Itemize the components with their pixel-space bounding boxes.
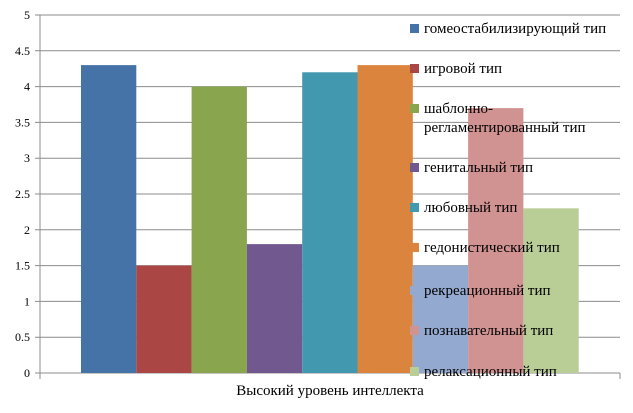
legend-label: гомеостабилизирующий тип <box>424 21 606 37</box>
y-tick-label: 2.5 <box>15 187 30 201</box>
legend-swatch <box>410 286 419 295</box>
y-tick-label: 2 <box>24 223 30 237</box>
y-tick-label: 4 <box>24 80 30 94</box>
bar-2 <box>136 265 192 373</box>
legend-item: гомеостабилизирующий тип <box>410 21 606 37</box>
legend-swatch <box>410 243 419 252</box>
legend-swatch <box>410 163 419 172</box>
bar-1 <box>81 65 137 374</box>
legend-label: регламентированный тип <box>424 120 586 136</box>
legend-item: игровой тип <box>410 61 502 77</box>
legend-label: рекреационный тип <box>424 283 551 299</box>
legend-item: генитальный тип <box>410 160 533 176</box>
bar-3 <box>191 86 247 373</box>
legend-item: любовный тип <box>410 200 517 216</box>
legend-item: шаблонно-регламентированный тип <box>410 101 586 136</box>
legend-item: релаксационный тип <box>410 364 557 380</box>
legend-label: познавательный тип <box>424 323 553 339</box>
legend-item: рекреационный тип <box>410 283 551 299</box>
bar-4 <box>246 244 303 373</box>
legend-label: игровой тип <box>424 61 502 77</box>
legend-swatch <box>410 203 419 212</box>
legend-swatch <box>410 24 419 33</box>
y-tick-label: 3 <box>24 151 30 165</box>
y-tick-label: 4.5 <box>15 44 30 58</box>
legend-swatch <box>410 64 419 73</box>
bar-9 <box>523 208 579 373</box>
legend-label: гедонистический тип <box>424 240 560 256</box>
legend-swatch <box>410 104 419 113</box>
legend-swatch <box>410 367 419 376</box>
bar-5 <box>302 72 358 373</box>
legend-label: генитальный тип <box>424 160 533 176</box>
y-tick-label: 0 <box>24 366 30 380</box>
legend-item: гедонистический тип <box>410 240 560 256</box>
y-tick-label: 0.5 <box>15 330 30 344</box>
legend-label: релаксационный тип <box>424 364 557 380</box>
bar-7 <box>412 265 469 373</box>
bar-8 <box>468 108 524 373</box>
y-tick-label: 3.5 <box>15 115 30 129</box>
x-category-label: Высокий уровень интеллекта <box>236 383 424 399</box>
y-tick-label: 1 <box>24 294 30 308</box>
bar-6 <box>357 65 413 374</box>
legend-label: шаблонно- <box>424 101 493 117</box>
y-tick-label: 1.5 <box>15 259 30 273</box>
legend-swatch <box>410 326 419 335</box>
legend-label: любовный тип <box>424 200 517 216</box>
y-tick-label: 5 <box>24 8 30 22</box>
legend-item: познавательный тип <box>410 323 553 339</box>
